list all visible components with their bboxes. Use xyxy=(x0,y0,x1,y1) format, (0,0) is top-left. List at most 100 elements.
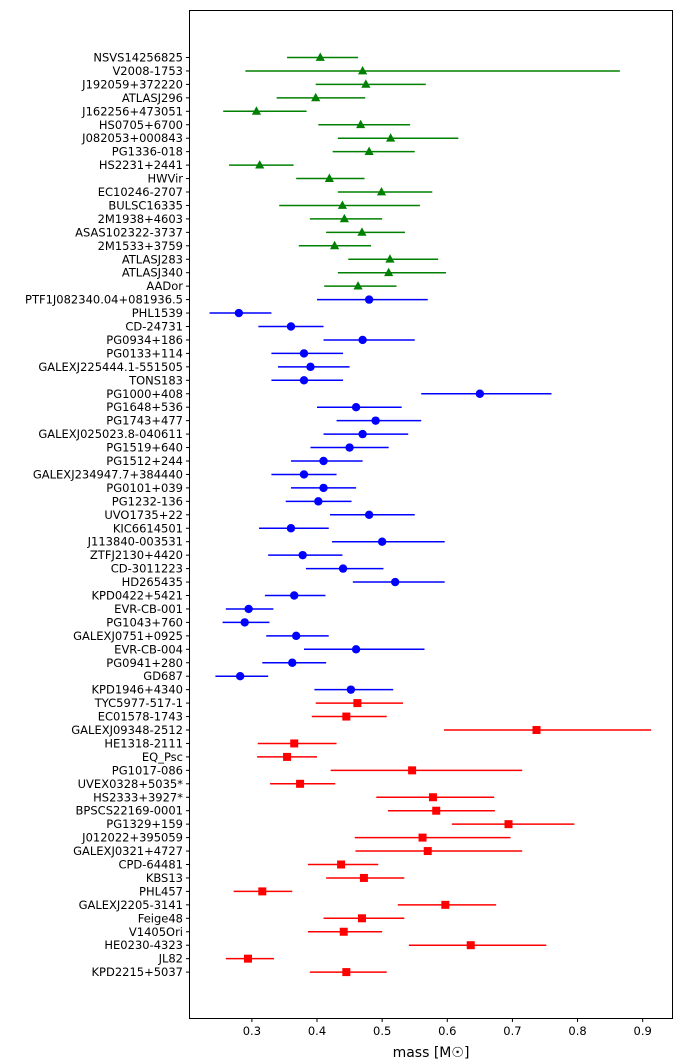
data-point-square xyxy=(504,820,513,829)
y-tick-label: ASAS102322-3737 xyxy=(75,225,183,239)
data-point-square xyxy=(423,847,432,856)
y-tick-label: PHL1539 xyxy=(132,306,183,320)
y-tick-label: HE0230-4323 xyxy=(104,938,183,952)
data-point-square xyxy=(290,739,299,748)
y-tick-label: GALEXJ2205-3141 xyxy=(79,898,183,912)
y-tick-label: EQ_Psc xyxy=(142,750,183,764)
data-point-circle xyxy=(345,443,354,452)
data-point-square xyxy=(283,752,292,761)
data-point-square xyxy=(357,914,366,923)
data-point-square xyxy=(466,941,475,950)
data-point-triangle xyxy=(330,240,340,250)
y-tick-label: EVR-CB-004 xyxy=(114,642,183,656)
y-tick-label: KPD0422+5421 xyxy=(91,589,183,603)
data-point-circle xyxy=(319,483,328,493)
data-point-triangle xyxy=(255,160,265,169)
y-tick-label: HS0705+6700 xyxy=(99,118,183,132)
data-point-circle xyxy=(390,577,400,587)
y-tick-label: CD-3011223 xyxy=(111,562,183,576)
data-point-square xyxy=(408,766,417,775)
chart-marks xyxy=(209,52,652,977)
data-point-triangle xyxy=(385,254,395,263)
y-tick-label: PG1000+408 xyxy=(106,387,183,401)
data-point-square xyxy=(353,699,362,708)
data-point-square xyxy=(258,887,267,896)
y-tick-label: ATLASJ296 xyxy=(122,91,183,105)
data-point-triangle xyxy=(386,133,396,142)
y-tick-label: TONS183 xyxy=(128,373,183,387)
y-tick-label: GALEXJ09348-2512 xyxy=(71,723,183,737)
y-tick-label: PG0101+039 xyxy=(106,481,183,495)
y-tick-label: V1405Ori xyxy=(129,925,183,939)
y-tick-label: HE1318-2111 xyxy=(104,736,183,750)
y-tick-label: KBS13 xyxy=(146,871,183,885)
y-tick-label: HD265435 xyxy=(122,575,183,589)
y-tick-label: GD687 xyxy=(143,669,183,683)
data-point-triangle xyxy=(339,213,349,223)
data-point-circle xyxy=(288,658,297,667)
y-tick-label: JL82 xyxy=(158,952,183,966)
y-tick-label: J113840-003531 xyxy=(87,535,183,549)
data-point-triangle xyxy=(324,173,334,182)
y-tick-label: PTF1J082340.04+081936.5 xyxy=(25,293,183,307)
y-tick-label: PG1743+477 xyxy=(106,414,183,428)
y-tick-label: PG1519+640 xyxy=(106,441,183,455)
y-tick-label: PG1512+244 xyxy=(106,454,183,468)
data-point-circle xyxy=(364,295,374,304)
y-tick-label: UVO1735+22 xyxy=(104,508,183,522)
data-point-triangle xyxy=(315,52,325,61)
x-tick-label: 0.6 xyxy=(438,1024,456,1038)
data-point-triangle xyxy=(251,106,262,115)
y-tick-label: J192059+372220 xyxy=(81,77,183,91)
y-tick-label: GALEXJ025023.8-040611 xyxy=(38,427,183,441)
data-point-circle xyxy=(235,672,245,681)
y-tick-label: EVR-CB-001 xyxy=(114,602,183,616)
data-point-triangle xyxy=(356,119,366,129)
data-point-circle xyxy=(364,510,374,519)
y-tick-label: ZTFJ2130+4420 xyxy=(90,548,183,562)
y-tick-label: GALEXJ0321+4727 xyxy=(73,844,183,858)
data-point-square xyxy=(428,793,437,802)
data-point-circle xyxy=(244,604,253,614)
y-tick-label: UVEX0328+5035* xyxy=(78,777,184,791)
y-tick-label: CD-24731 xyxy=(125,320,183,334)
data-point-square xyxy=(441,900,450,909)
y-tick-label: ATLASJ340 xyxy=(122,266,183,280)
plot-frame xyxy=(189,10,673,1019)
y-tick-label: PG1329+159 xyxy=(106,817,183,831)
y-tick-label: KPD2215+5037 xyxy=(91,965,183,979)
data-point-square xyxy=(243,954,252,963)
data-point-triangle xyxy=(384,267,394,277)
data-point-circle xyxy=(475,389,485,398)
y-tick-label: PHL457 xyxy=(139,884,183,898)
x-tick-label: 0.4 xyxy=(308,1024,326,1038)
data-point-circle xyxy=(286,322,296,331)
data-point-square xyxy=(339,927,348,936)
y-tick-label: 2M1938+4603 xyxy=(98,212,183,226)
y-tick-label: PG1648+536 xyxy=(106,400,183,414)
y-tick-label: GALEXJ0751+0925 xyxy=(73,629,183,643)
y-tick-label: ATLASJ283 xyxy=(122,252,183,266)
data-point-square xyxy=(342,712,351,721)
data-point-circle xyxy=(371,416,380,425)
x-tick-label: 0.8 xyxy=(568,1024,586,1038)
y-tick-label: AADor xyxy=(146,279,183,293)
data-point-circle xyxy=(351,403,361,412)
y-tick-label: TYC5977-517-1 xyxy=(94,696,183,710)
y-tick-label: PG1232-136 xyxy=(112,494,183,508)
data-point-circle xyxy=(377,537,387,546)
data-point-triangle xyxy=(311,92,321,102)
y-tick-label: GALEXJ234947.7+384440 xyxy=(33,467,183,481)
data-point-circle xyxy=(351,645,361,654)
x-axis-label: mass [M☉] xyxy=(393,1045,470,1061)
x-tick-label: 0.9 xyxy=(634,1024,652,1038)
x-tick-label: 0.7 xyxy=(503,1024,521,1038)
y-tick-label: CPD-64481 xyxy=(118,858,183,872)
y-tick-label: PG1336-018 xyxy=(112,145,183,159)
data-point-circle xyxy=(299,470,309,479)
data-point-circle xyxy=(358,335,367,345)
data-point-square xyxy=(359,873,368,882)
y-tick-label: J162256+473051 xyxy=(81,104,183,118)
y-tick-label: KPD1946+4340 xyxy=(91,683,183,697)
data-point-square xyxy=(532,726,541,734)
